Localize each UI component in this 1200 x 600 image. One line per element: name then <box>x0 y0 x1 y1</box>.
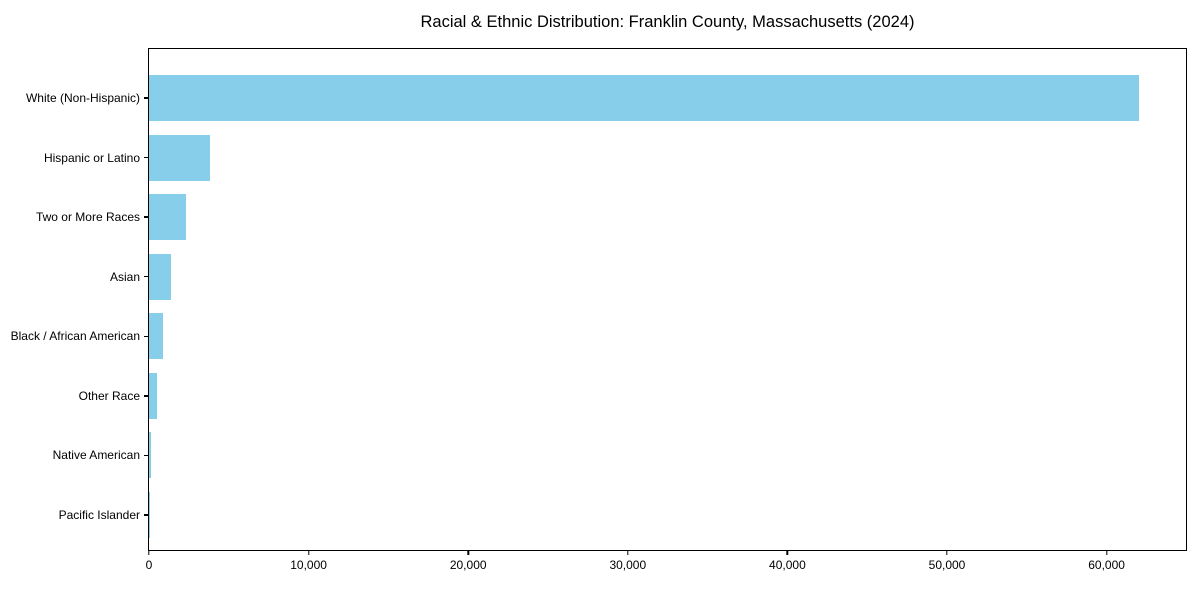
y-axis-label: Other Race <box>78 388 140 403</box>
x-axis-label: 0 <box>145 558 153 572</box>
y-axis-label: Native American <box>52 448 140 463</box>
bar <box>149 134 210 181</box>
x-axis-label: 50,000 <box>928 558 966 572</box>
x-axis-tick <box>786 551 789 555</box>
bar <box>149 313 164 360</box>
chart-title: Racial & Ethnic Distribution: Franklin C… <box>420 13 915 31</box>
bar <box>149 75 1139 121</box>
y-axis-tick <box>144 216 148 218</box>
y-axis-tick <box>144 276 148 278</box>
y-axis-label: Asian <box>109 269 140 284</box>
x-axis-tick <box>307 551 310 555</box>
bar <box>149 432 151 479</box>
y-axis-tick <box>144 395 148 397</box>
y-axis-label: Two or More Races <box>35 210 140 225</box>
bar <box>149 253 172 300</box>
y-axis-tick <box>144 335 148 337</box>
x-axis-tick <box>467 551 469 555</box>
bar <box>149 372 157 419</box>
x-axis-label: 10,000 <box>290 558 327 572</box>
x-axis-label: 60,000 <box>1088 558 1125 572</box>
x-axis-label: 30,000 <box>609 558 647 572</box>
y-axis-tick <box>144 97 148 99</box>
plot-area: White (Non-Hispanic) Hispanic or Latino Tw… <box>11 48 1187 572</box>
x-axis-tick <box>1105 551 1108 555</box>
y-axis-tick <box>144 514 148 516</box>
y-axis-label: Black / African American <box>10 329 140 344</box>
x-axis-tick <box>946 551 948 555</box>
x-axis-label: 20,000 <box>449 558 487 572</box>
y-axis-tick <box>144 156 148 159</box>
y-axis-label: Pacific Islander <box>58 508 140 522</box>
y-axis-label: Hispanic or Latino <box>43 150 140 165</box>
x-axis-label: 40,000 <box>769 558 806 572</box>
y-axis-tick <box>144 454 148 457</box>
y-axis-label: White (Non-Hispanic) <box>25 91 140 105</box>
x-axis-tick <box>148 551 150 555</box>
x-axis-tick <box>627 551 629 555</box>
bar <box>149 194 186 241</box>
